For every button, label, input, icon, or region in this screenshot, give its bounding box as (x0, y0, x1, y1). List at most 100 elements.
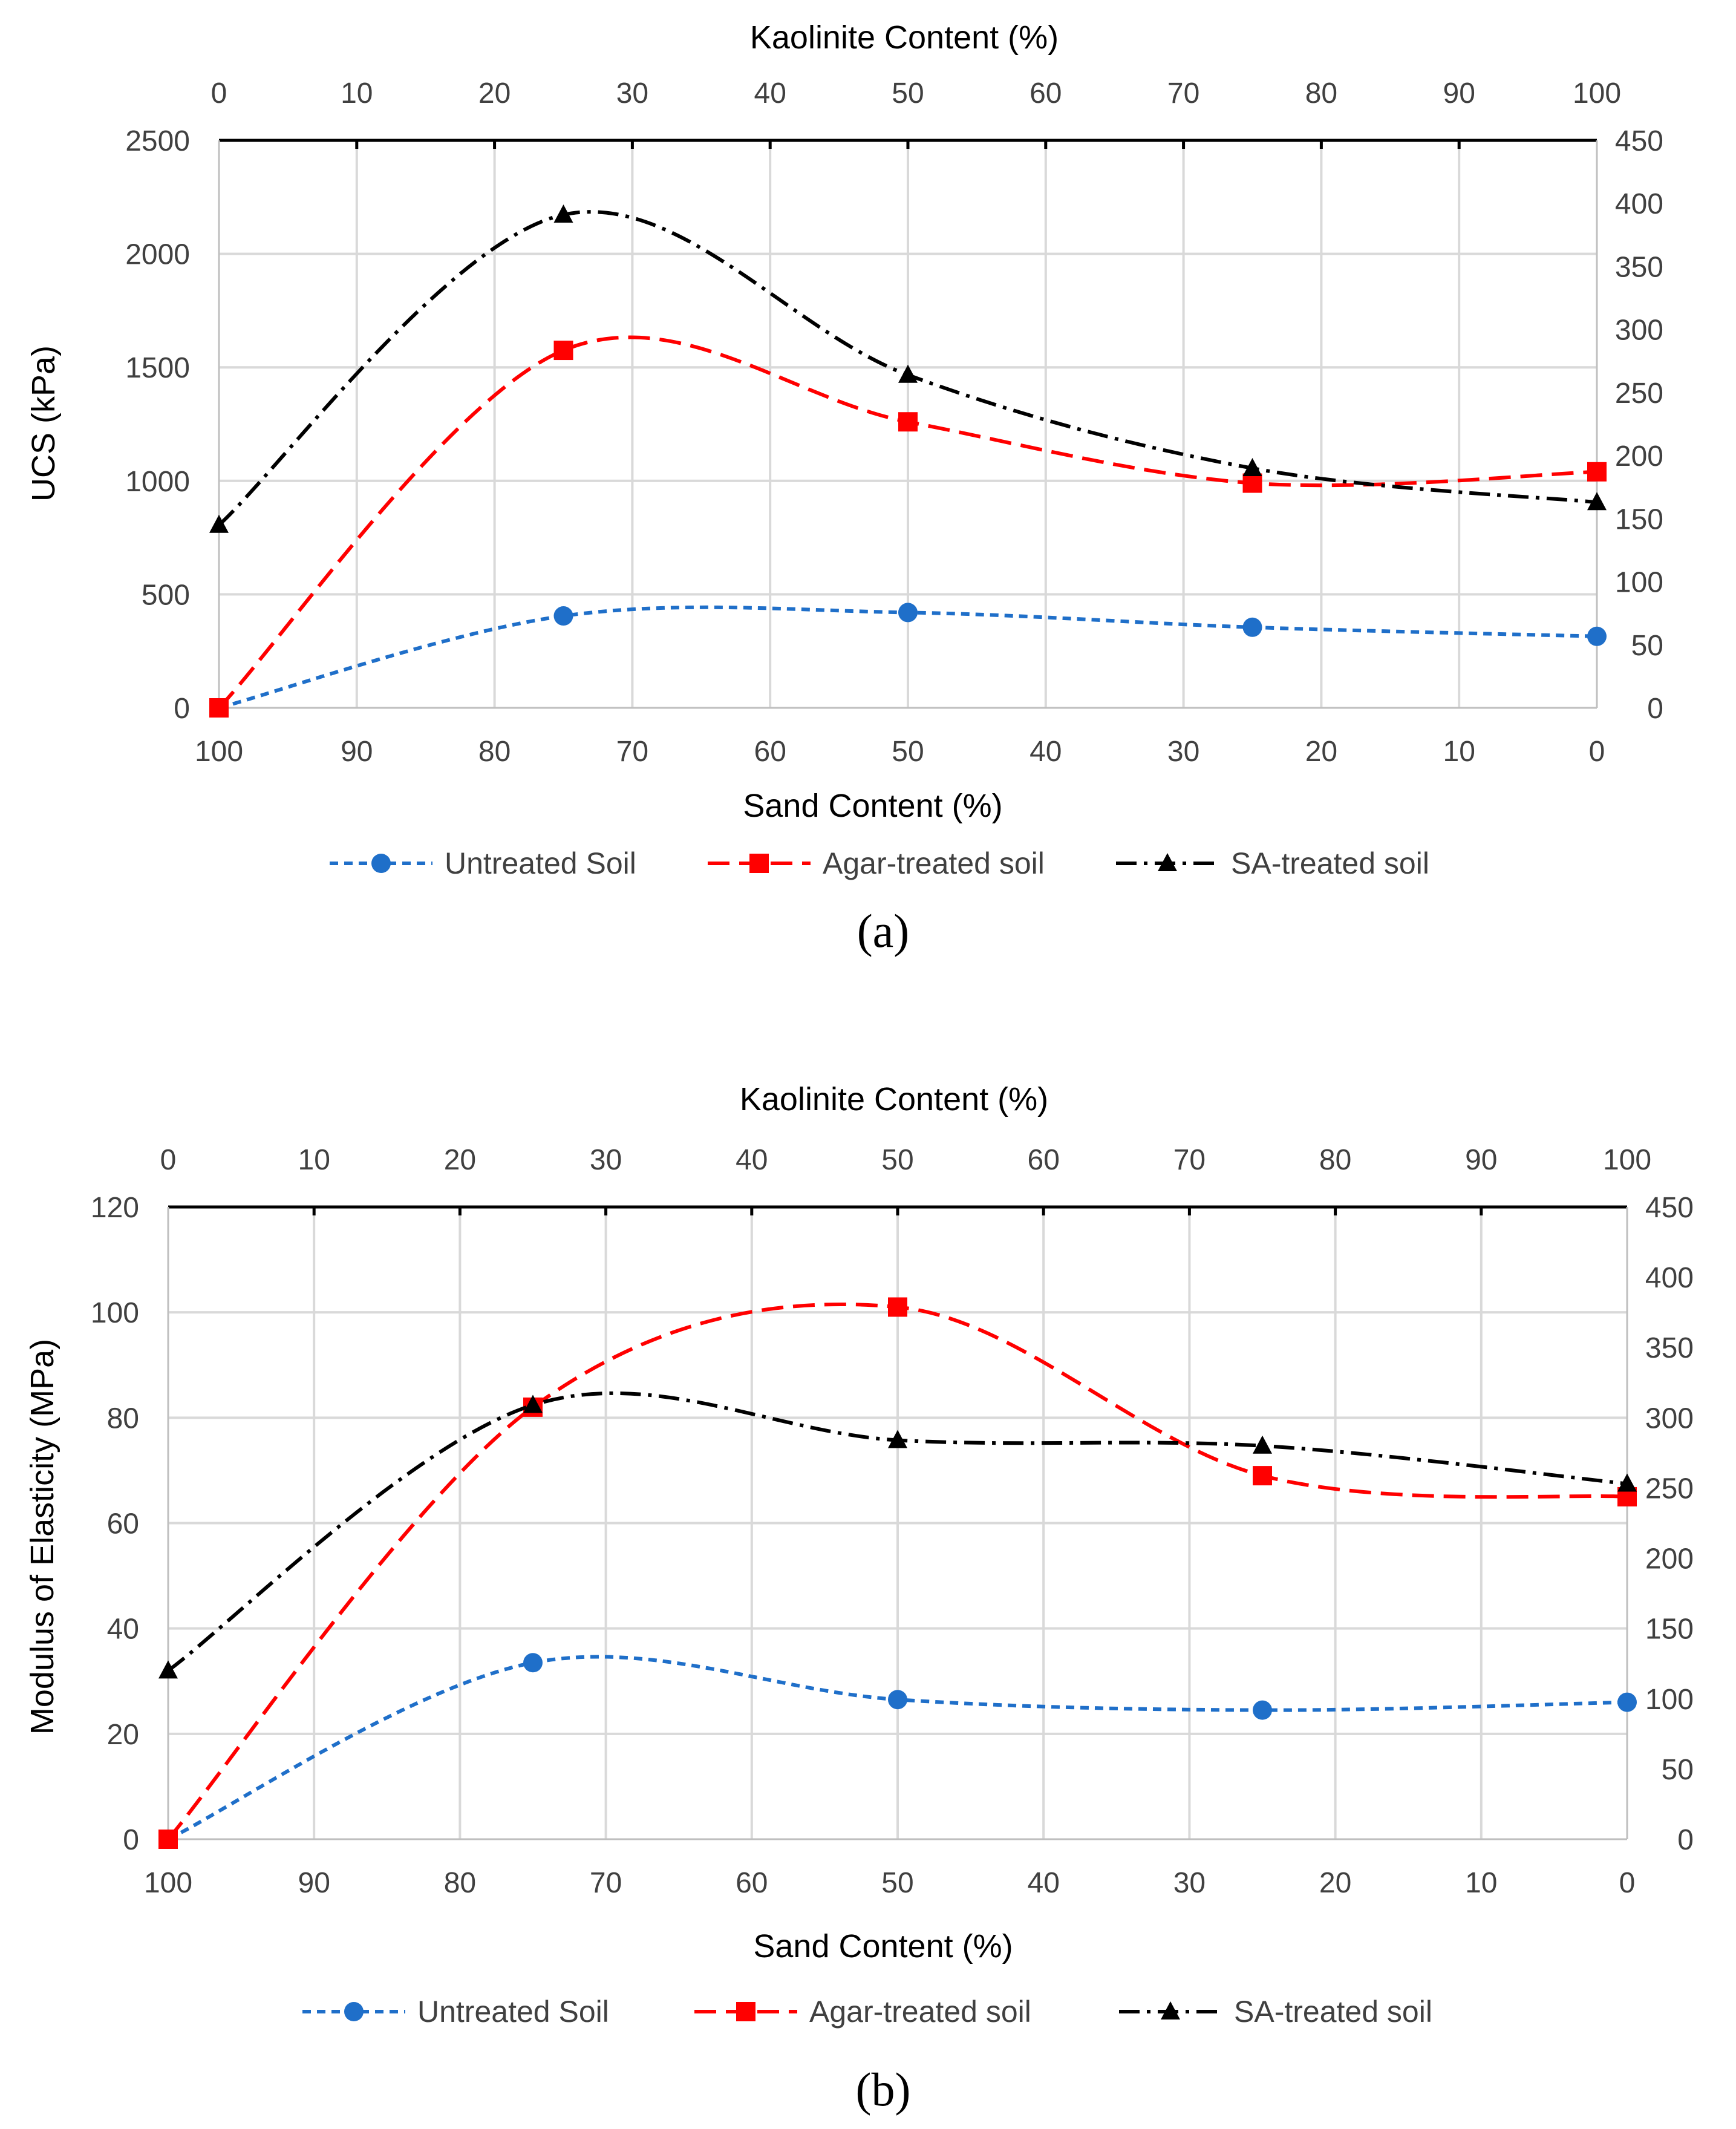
chart-a-x-tick: 20 (1305, 736, 1337, 768)
chart-b-x-tick: 20 (1319, 1867, 1351, 1899)
chart-b-x2-tick: 50 (881, 1144, 913, 1176)
chart-a-series (209, 204, 1607, 718)
chart-a-sa-point (1587, 492, 1607, 511)
chart-a-x-title: Sand Content (%) (743, 788, 1002, 824)
chart-a-agar-point (1587, 462, 1607, 482)
chart-b-sa-point (523, 1395, 543, 1413)
chart-b-sa-point (888, 1430, 907, 1448)
chart-b-x2-tick: 40 (736, 1144, 768, 1176)
chart-b-x-tick: 90 (298, 1867, 330, 1899)
chart-a-agar-point (553, 341, 573, 361)
chart-a: Kaolinite Content (%) Sand Content (%) U… (25, 19, 1663, 957)
chart-b-untreated-point (523, 1653, 543, 1673)
chart-a-x-tick: 40 (1030, 736, 1062, 768)
chart-a-y2-tick: 300 (1615, 315, 1663, 347)
chart-b-legend-sa-label: SA-treated soil (1234, 1995, 1432, 2029)
chart-b-x-tick: 100 (144, 1867, 192, 1899)
chart-b-y-tick: 100 (91, 1297, 139, 1329)
chart-a-x2-tick: 40 (754, 77, 786, 110)
chart-a-x-tick: 60 (754, 736, 786, 768)
chart-a-legend-sa-label: SA-treated soil (1231, 846, 1429, 880)
chart-b-y2-tick: 400 (1645, 1262, 1694, 1294)
chart-a-legend-untreated-label: Untreated Soil (445, 846, 636, 880)
chart-a-untreated-point (1242, 617, 1262, 637)
chart-b-agar-line (166, 1302, 1628, 1840)
chart-b-sa-point (1253, 1435, 1272, 1454)
chart-b-y-tick: 120 (91, 1192, 139, 1224)
chart-a-untreated-point (898, 603, 918, 623)
chart-a-y2-tick: 250 (1615, 378, 1663, 410)
chart-b-y-tick: 60 (107, 1508, 139, 1540)
chart-a-x2-tick: 60 (1030, 77, 1062, 110)
chart-b-grid (168, 1207, 1627, 1839)
chart-b-x-tick: 60 (736, 1867, 768, 1899)
chart-b-y2-tick: 100 (1645, 1684, 1694, 1716)
chart-a-y2-tick: 350 (1615, 251, 1663, 283)
chart-b-series (158, 1297, 1637, 1849)
chart-b-untreated-point (1253, 1700, 1272, 1720)
chart-a-caption: (a) (857, 904, 910, 957)
chart-b-y2-tick: 200 (1645, 1543, 1694, 1575)
chart-a-sa-line (217, 210, 1597, 526)
chart-b-x2-tick: 80 (1319, 1144, 1351, 1176)
chart-b-agar-point (158, 1830, 178, 1849)
chart-a-legend-sa-marker (1158, 853, 1177, 871)
chart-a-sa-point (1242, 457, 1262, 476)
chart-a-y2-tick: 100 (1615, 567, 1663, 599)
chart-a-x2-tick: 10 (341, 77, 373, 110)
chart-b-x2-title: Kaolinite Content (%) (740, 1081, 1048, 1117)
chart-b-x-tick: 40 (1028, 1867, 1060, 1899)
chart-a-agar-line (217, 335, 1597, 710)
chart-b-legend-agar-marker (736, 2002, 755, 2021)
chart-b-sa-point (158, 1660, 178, 1679)
chart-a-x2-tick: 100 (1573, 77, 1621, 110)
chart-b-x-tick: 50 (881, 1867, 913, 1899)
chart-a-y2-tick: 150 (1615, 503, 1663, 535)
chart-b-sa-line (167, 1391, 1628, 1672)
chart-a-x2-tick: 30 (616, 77, 648, 110)
chart-a-x2-tick: 0 (211, 77, 227, 110)
chart-b-x-tick: 0 (1619, 1867, 1636, 1899)
chart-b-x2-tick: 20 (444, 1144, 476, 1176)
chart-a-legend-agar-label: Agar-treated soil (823, 846, 1045, 880)
chart-b-y-title: Modulus of Elasticity (MPa) (24, 1339, 60, 1735)
chart-a-y2-tick: 200 (1615, 440, 1663, 473)
chart-b-x2-tick: 70 (1173, 1144, 1206, 1176)
chart-b-legend-untreated-marker (344, 2002, 364, 2021)
chart-a-y-tick: 2000 (125, 239, 190, 271)
chart-a-x2-title: Kaolinite Content (%) (750, 19, 1059, 56)
chart-b-y2-tick: 250 (1645, 1473, 1694, 1505)
chart-b-sa-point (1617, 1473, 1637, 1492)
chart-a-sa-point (209, 514, 229, 533)
chart-a-x-tick: 10 (1443, 736, 1475, 768)
chart-b-x2-tick: 100 (1603, 1144, 1651, 1176)
chart-b-x-tick: 10 (1465, 1867, 1497, 1899)
chart-b: Kaolinite Content (%) Sand Content (%) M… (24, 1081, 1694, 2116)
chart-a-y2-tick: 450 (1615, 125, 1663, 157)
chart-a-y2-tick: 50 (1631, 630, 1663, 662)
chart-b-y2-tick: 300 (1645, 1402, 1694, 1434)
chart-b-y-tick: 20 (107, 1719, 139, 1751)
chart-b-y2-tick: 50 (1662, 1754, 1694, 1786)
chart-a-y-tick: 500 (142, 579, 190, 611)
chart-a-x-tick: 30 (1167, 736, 1199, 768)
chart-b-y2-tick: 150 (1645, 1614, 1694, 1646)
chart-a-y-tick: 2500 (125, 125, 190, 157)
chart-b-x-tick: 70 (590, 1867, 622, 1899)
chart-a-x-tick: 100 (195, 736, 243, 768)
chart-b-legend-untreated-label: Untreated Soil (417, 1995, 609, 2029)
chart-a-y-tick: 0 (174, 693, 190, 725)
chart-a-y-tick: 1000 (125, 466, 190, 498)
chart-a-y-title: UCS (kPa) (25, 345, 62, 502)
chart-a-untreated-point (1587, 626, 1607, 646)
chart-b-legend: Untreated Soil Agar-treated soil SA-treate… (302, 1995, 1432, 2029)
chart-a-agar-point (1242, 473, 1262, 493)
chart-b-agar-point (1253, 1466, 1272, 1486)
chart-b-x-tick: 30 (1173, 1867, 1206, 1899)
chart-b-x-title: Sand Content (%) (753, 1928, 1013, 1964)
chart-b-agar-point (888, 1297, 907, 1317)
chart-a-x2-tick: 70 (1167, 77, 1199, 110)
chart-a-y2-tick: 400 (1615, 188, 1663, 220)
chart-a-x-tick: 50 (892, 736, 924, 768)
